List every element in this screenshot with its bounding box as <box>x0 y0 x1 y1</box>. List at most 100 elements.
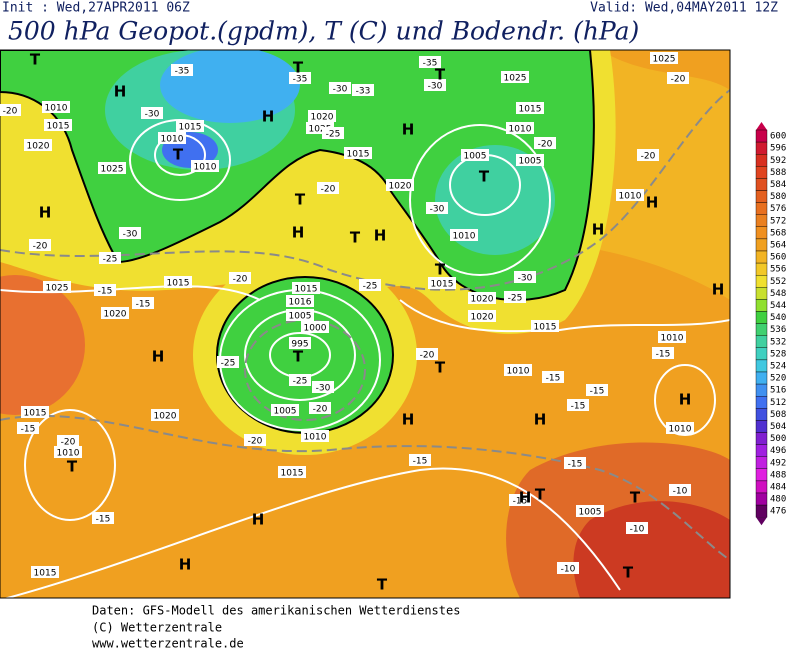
isotherm-label: -15 <box>656 350 671 360</box>
colorbar-label: 536 <box>770 325 786 335</box>
isotherm-label: -35 <box>293 75 308 85</box>
isobar-label: 1015 <box>34 569 57 579</box>
isobar-label: 1015 <box>347 150 370 160</box>
isobar-label: 1025 <box>504 74 527 84</box>
colorbar-cell <box>755 129 768 143</box>
isotherm-label: -15 <box>413 457 428 467</box>
isobar-label: 1010 <box>669 425 692 435</box>
isobar-label-box <box>151 409 179 421</box>
isotherm-label: -25 <box>363 282 378 292</box>
isobar-label-box <box>158 132 186 144</box>
isotherm-label-box <box>57 435 79 447</box>
colorbar-cell <box>755 214 768 227</box>
low-marker: T <box>293 348 304 366</box>
colorbar-cell <box>755 408 768 421</box>
colorbar-label: 584 <box>770 180 786 190</box>
isotherm-label: -30 <box>145 110 160 120</box>
isobar-label-box <box>516 154 544 166</box>
colorbar-cell <box>755 323 768 336</box>
isobar-label: 1005 <box>579 508 602 518</box>
colorbar-cell <box>755 396 768 409</box>
low-marker: T <box>295 191 306 209</box>
isotherm-label: -25 <box>508 294 523 304</box>
high-marker: H <box>646 194 659 212</box>
colorbar-label: 576 <box>770 204 786 214</box>
isobar-label: 1020 <box>311 113 334 123</box>
isobar-label: 1020 <box>471 313 494 323</box>
isotherm-label-box <box>289 72 311 84</box>
colorbar-label: 508 <box>770 410 786 420</box>
low-marker: T <box>435 359 446 377</box>
field-hot <box>573 501 730 598</box>
isobar-label: 1015 <box>534 323 557 333</box>
footer-copyright: (C) Wetterzentrale <box>92 621 222 635</box>
colorbar-cell <box>755 226 768 240</box>
colorbar-cell <box>755 383 768 397</box>
low-marker: T <box>173 146 184 164</box>
isotherm-label-box <box>119 227 141 239</box>
colorbar-cell <box>755 287 768 300</box>
isotherm-label-box <box>217 356 239 368</box>
colorbar-label: 532 <box>770 337 786 347</box>
isotherm-label: -30 <box>123 230 138 240</box>
isobar-label-box <box>176 120 204 132</box>
colorbar-cell <box>755 262 768 276</box>
valid-time: Valid: Wed,04MAY2011 12Z <box>590 1 778 16</box>
high-marker: H <box>39 204 52 222</box>
colorbar-cell <box>755 275 768 288</box>
isotherm-label-box <box>509 494 531 506</box>
isotherm-label: -15 <box>136 300 151 310</box>
colorbar-label: 572 <box>770 216 786 226</box>
isotherm-label: -20 <box>420 351 435 361</box>
colorbar-label: 476 <box>770 507 786 517</box>
isotherm-label: -15 <box>513 497 528 507</box>
isotherm-label: -15 <box>571 402 586 412</box>
colorbar-label: 488 <box>770 470 786 480</box>
isobar-label: 1020 <box>27 142 50 152</box>
isobar-label: 1005 <box>464 152 487 162</box>
colorbar-cell <box>755 178 768 191</box>
isobar-label-box <box>506 122 534 134</box>
isotherm-label: -30 <box>518 274 533 284</box>
isobar-label: 1015 <box>431 280 454 290</box>
high-marker: H <box>402 121 415 139</box>
isobar-label-box <box>468 310 496 322</box>
isobar-label: 1015 <box>47 122 70 132</box>
low-marker: T <box>67 458 78 476</box>
isotherm-label: -15 <box>590 387 605 397</box>
colorbar-label: 556 <box>770 265 786 275</box>
colorbar-label: 560 <box>770 253 786 263</box>
colorbar-tip <box>756 122 767 130</box>
high-marker: H <box>114 83 127 101</box>
isobar-label-box <box>344 147 372 159</box>
colorbar-cell <box>755 359 768 373</box>
colorbar-cell <box>755 420 768 433</box>
isotherm-label-box <box>0 104 21 116</box>
isotherm-label-box <box>92 512 114 524</box>
isotherm-label: -10 <box>630 525 645 535</box>
high-marker: H <box>252 511 265 529</box>
isobar-label: 1015 <box>295 285 318 295</box>
isobar-label: 1010 <box>661 334 684 344</box>
isobar-label-box <box>428 277 456 289</box>
field-cyan <box>435 145 555 255</box>
colorbar-label: 568 <box>770 228 786 238</box>
colorbar-label: 504 <box>770 422 786 432</box>
isobar-label-box <box>21 406 49 418</box>
isotherm-label-box <box>534 137 556 149</box>
isotherm-label: -25 <box>103 255 118 265</box>
field-yellow <box>600 50 730 300</box>
isobar-label: 1015 <box>24 409 47 419</box>
colorbar-cell <box>755 141 768 155</box>
colorbar-cell <box>755 480 768 494</box>
low-marker: T <box>435 66 446 84</box>
low-marker: T <box>630 489 641 507</box>
isotherm-label-box <box>329 82 351 94</box>
high-marker: H <box>519 489 532 507</box>
colorbar-cell <box>755 311 768 324</box>
isobar-label-box <box>98 162 126 174</box>
isobar-label-box <box>308 110 336 122</box>
high-marker: H <box>179 556 192 574</box>
colorbar-label: 496 <box>770 446 786 456</box>
